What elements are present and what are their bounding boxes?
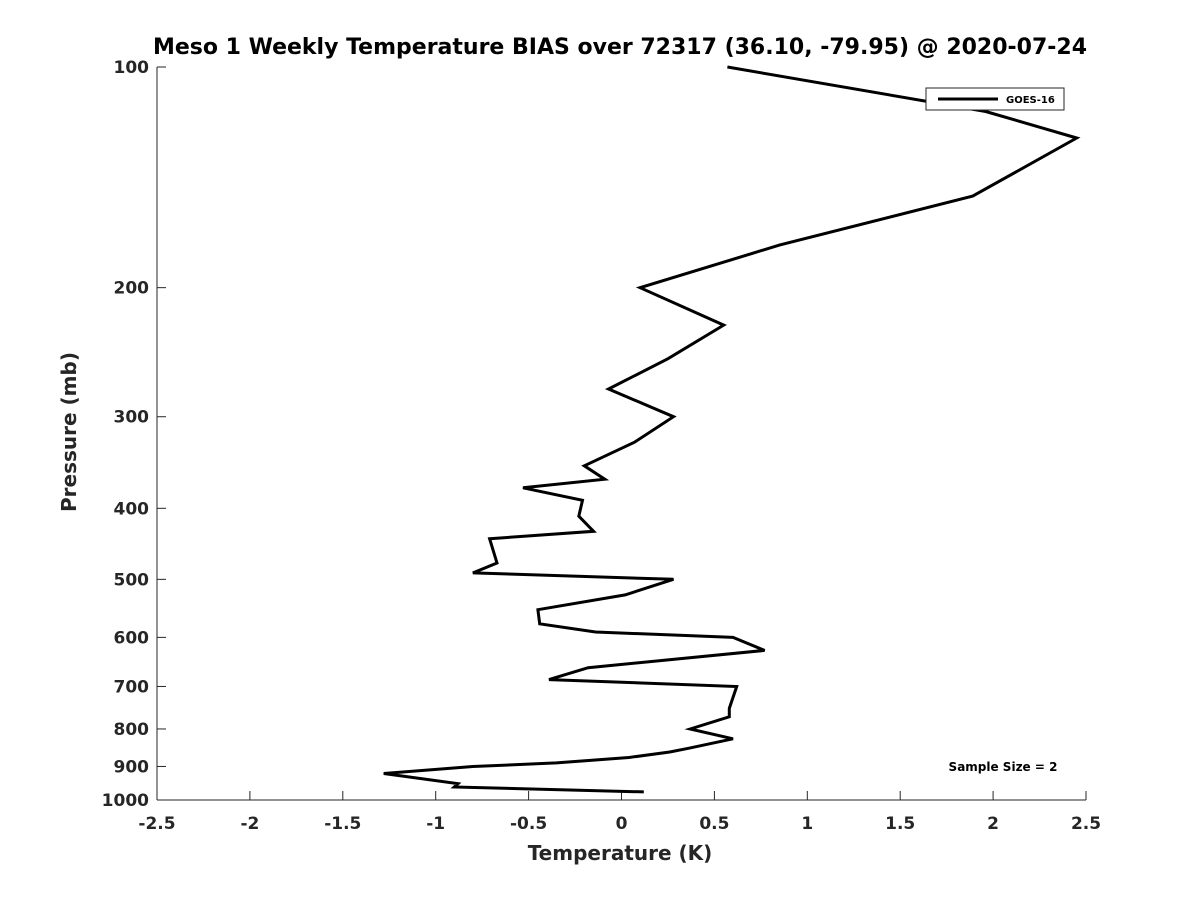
x-axis-label: Temperature (K) [528,841,713,865]
x-tick-label: -0.5 [510,814,547,834]
x-tick-label: -1 [426,814,445,834]
legend-entry: GOES-16 [1006,95,1055,106]
y-tick-label: 700 [114,677,150,697]
y-tick-label: 800 [114,720,150,740]
x-tick-label: 1.5 [885,814,915,834]
y-tick-label: 600 [114,628,150,648]
y-axis-label: Pressure (mb) [57,352,81,512]
y-tick-label: 900 [114,757,150,777]
x-tick-label: 1 [801,814,813,834]
series-line [383,65,1081,794]
plot-area: -2.5 -2 -1.5 -1 -0.5 0 0.5 1 1.5 2 2.5 100 200 300 400… [102,58,1101,834]
y-tick-label: 400 [114,499,150,519]
x-tick-label: 2 [987,814,999,834]
x-tick-label: 2.5 [1071,814,1101,834]
y-tick-label: 200 [114,279,150,299]
y-tick-label: 500 [114,570,150,590]
x-tick-label: 0.5 [699,814,729,834]
y-tick-label: 1000 [102,791,149,811]
y-tick-label: 300 [114,408,150,428]
sample-size-annotation: Sample Size = 2 [949,760,1058,774]
y-tick-label: 100 [114,58,150,78]
x-tick-label: 0 [616,814,628,834]
x-tick-label: -2.5 [138,814,175,834]
x-tick-label: -2 [240,814,259,834]
chart-title: Meso 1 Weekly Temperature BIAS over 7231… [153,35,1087,60]
x-tick-label: -1.5 [324,814,361,834]
